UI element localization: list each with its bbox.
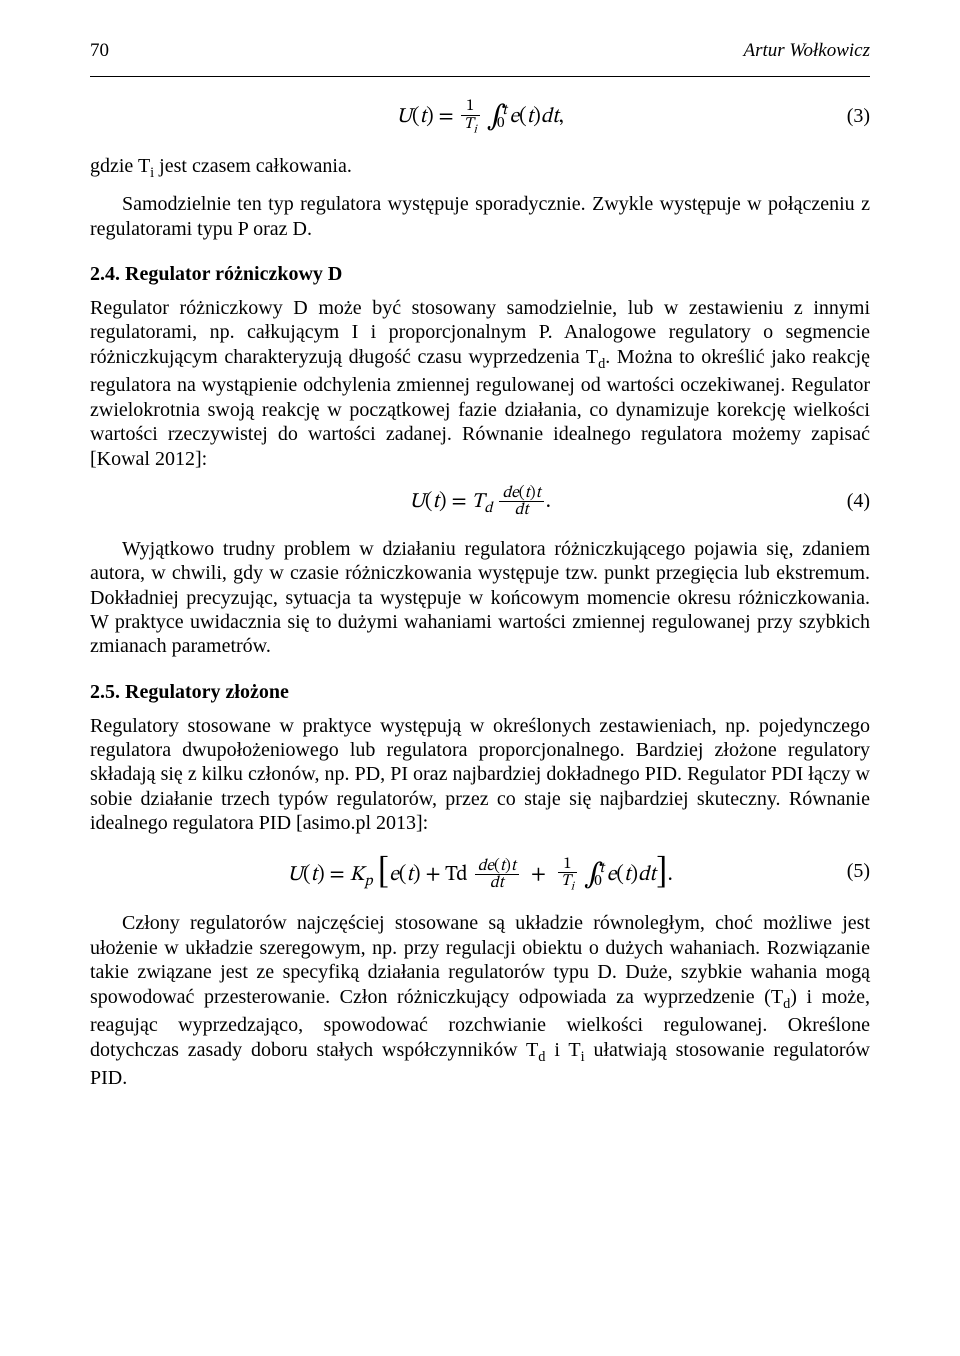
equation-5: U(t) = Kp [e(t) + Td de(t)tdt + 1Ti ∫t0 … — [90, 850, 870, 894]
paragraph-2-4-b: Wyjątkowo trudny problem w działaniu reg… — [90, 537, 870, 659]
equation-4-number: (4) — [551, 490, 870, 513]
equation-3-number: (3) — [564, 105, 870, 128]
paragraph-2-5-b: Człony regulatorów najczęściej stosowane… — [90, 911, 870, 1090]
paragraph-samodzielnie: Samodzielnie ten typ regulatora występuj… — [90, 192, 870, 241]
author-name: Artur Wołkowicz — [744, 40, 871, 62]
equation-3-formula: U(t) = 1Ti ∫t0 e(t)dt, — [396, 97, 564, 136]
header-rule — [90, 76, 870, 77]
paragraph-2-4-a: Regulator różniczkowy D może być stosowa… — [90, 296, 870, 471]
equation-3: U(t) = 1Ti ∫t0 e(t)dt, (3) — [90, 97, 870, 136]
paragraph-gdzie: gdzie Ti jest czasem całkowania. — [90, 154, 870, 183]
equation-5-formula: U(t) = Kp [e(t) + Td de(t)tdt + 1Ti ∫t0 … — [287, 850, 673, 894]
page: 70 Artur Wołkowicz U(t) = 1Ti ∫t0 e(t)dt… — [0, 0, 960, 1356]
equation-4-formula: U(t) = Td de(t)tdt. — [409, 485, 551, 519]
section-2-5-heading: 2.5. Regulatory złożone — [90, 681, 870, 704]
equation-4: U(t) = Td de(t)tdt. (4) — [90, 485, 870, 519]
running-header: 70 Artur Wołkowicz — [90, 40, 870, 62]
equation-5-number: (5) — [673, 860, 870, 883]
section-2-4-heading: 2.4. Regulator różniczkowy D — [90, 263, 870, 286]
page-number: 70 — [90, 40, 109, 62]
paragraph-2-5-a: Regulatory stosowane w praktyce występuj… — [90, 714, 870, 836]
